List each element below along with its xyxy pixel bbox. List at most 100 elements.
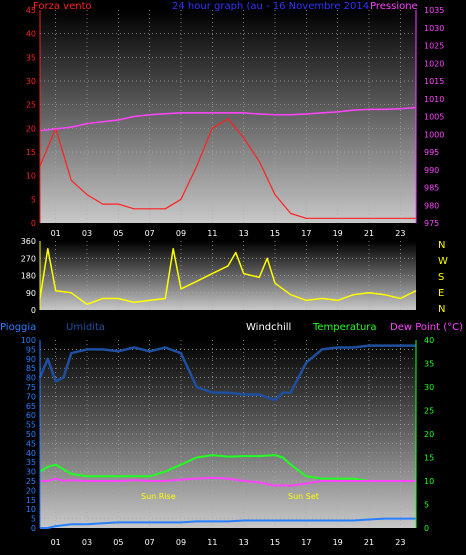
y2-tick-label: 15 <box>424 454 434 463</box>
y-tick-label: 85 <box>26 364 36 373</box>
y-tick-label: 180 <box>21 272 36 281</box>
humidity-axis-label: Umidita <box>66 322 105 333</box>
x-tick-label: 09 <box>176 229 186 238</box>
y-tick-label: 0 <box>31 524 36 533</box>
dewpoint-label: Dew Point (°C) <box>390 322 463 333</box>
wind-direction-series <box>39 247 417 306</box>
y-tick-label: 0 <box>31 219 36 228</box>
sunrise-label: Sun Rise <box>141 492 176 501</box>
rain-axis-label: Pioggia <box>0 322 36 333</box>
y-tick-label: 40 <box>26 449 36 458</box>
x-tick-label: 13 <box>239 229 249 238</box>
pressure-axis-label: Pressione <box>370 1 418 12</box>
x-tick-label: 21 <box>364 538 374 547</box>
rain-series <box>40 517 416 529</box>
compass-label: W <box>438 256 448 267</box>
chart-title: 24 hour graph (au - 16 Novembre 2014 <box>172 1 369 12</box>
y2-tick-label: 995 <box>424 148 439 157</box>
y2-tick-label: 985 <box>424 184 439 193</box>
y-tick-label: 90 <box>26 289 36 298</box>
compass-label: E <box>438 288 444 299</box>
y-tick-label: 70 <box>26 392 36 401</box>
y-tick-label: 100 <box>21 336 36 345</box>
y2-tick-label: 1005 <box>424 113 444 122</box>
x-tick-label: 01 <box>51 538 61 547</box>
y2-tick-label: 1015 <box>424 77 444 86</box>
x-tick-label: 15 <box>270 538 280 547</box>
x-tick-label: 07 <box>145 538 155 547</box>
windchill-label: Windchill <box>246 322 291 333</box>
y2-tick-label: 20 <box>424 430 434 439</box>
pressure-series <box>39 106 417 132</box>
y2-tick-label: 980 <box>424 201 439 210</box>
y-tick-label: 80 <box>26 374 36 383</box>
compass-label: N <box>438 240 445 251</box>
y2-tick-label: 1020 <box>424 59 444 68</box>
y-tick-label: 35 <box>26 458 36 467</box>
y-tick-label: 25 <box>26 101 36 110</box>
y-tick-label: 50 <box>26 430 36 439</box>
y-tick-label: 55 <box>26 421 36 430</box>
y2-tick-label: 990 <box>424 166 439 175</box>
y-tick-label: 25 <box>26 477 36 486</box>
y-tick-label: 35 <box>26 53 36 62</box>
x-tick-label: 05 <box>113 229 123 238</box>
y-tick-label: 30 <box>26 77 36 86</box>
y-tick-label: 45 <box>26 439 36 448</box>
y2-tick-label: 1025 <box>424 42 444 51</box>
compass-label: S <box>438 272 444 283</box>
y-tick-label: 10 <box>26 505 36 514</box>
panel1-plot <box>40 10 416 223</box>
y2-tick-label: 0 <box>424 524 429 533</box>
y-tick-label: 15 <box>26 148 36 157</box>
y-tick-label: 15 <box>26 496 36 505</box>
wind-axis-label: Forza vento <box>33 1 92 12</box>
x-tick-label: 05 <box>113 538 123 547</box>
temperature-series <box>39 454 416 482</box>
x-tick-label: 03 <box>82 538 92 547</box>
y-tick-label: 65 <box>26 402 36 411</box>
y2-tick-label: 30 <box>424 383 434 392</box>
x-tick-label: 19 <box>333 538 343 547</box>
x-tick-label: 07 <box>145 229 155 238</box>
y2-tick-label: 35 <box>424 360 434 369</box>
y2-tick-label: 5 <box>424 501 429 510</box>
y2-tick-label: 975 <box>424 219 439 228</box>
y-tick-label: 5 <box>31 195 36 204</box>
x-tick-label: 19 <box>333 229 343 238</box>
x-tick-label: 13 <box>239 538 249 547</box>
x-tick-label: 23 <box>395 229 405 238</box>
x-tick-label: 03 <box>82 229 92 238</box>
temperature-label: Temperatura <box>312 322 377 333</box>
x-tick-label: 09 <box>176 538 186 547</box>
y-tick-label: 40 <box>26 30 36 39</box>
y-tick-label: 90 <box>26 355 36 364</box>
wind-series <box>39 118 416 219</box>
humidity-series <box>38 344 416 402</box>
y-tick-label: 95 <box>26 345 36 354</box>
y2-tick-label: 10 <box>424 477 434 486</box>
x-tick-label: 17 <box>301 538 311 547</box>
y2-tick-label: 1030 <box>424 24 444 33</box>
y2-tick-label: 1000 <box>424 130 444 139</box>
y2-tick-label: 1035 <box>424 6 444 15</box>
y-tick-label: 270 <box>21 254 36 263</box>
y-tick-label: 10 <box>26 172 36 181</box>
y-tick-label: 60 <box>26 411 36 420</box>
x-tick-label: 21 <box>364 229 374 238</box>
x-tick-label: 11 <box>207 538 217 547</box>
y-tick-label: 20 <box>26 124 36 133</box>
y2-tick-label: 1010 <box>424 95 444 104</box>
y2-tick-label: 25 <box>424 407 434 416</box>
x-tick-label: 01 <box>51 229 61 238</box>
y-tick-label: 0 <box>31 306 36 315</box>
compass-label: N <box>438 304 445 315</box>
x-tick-label: 17 <box>301 229 311 238</box>
y-tick-label: 30 <box>26 468 36 477</box>
x-tick-label: 15 <box>270 229 280 238</box>
dewpoint-series <box>40 476 416 487</box>
y-tick-label: 45 <box>26 6 36 15</box>
y-tick-label: 75 <box>26 383 36 392</box>
y-tick-label: 20 <box>26 486 36 495</box>
